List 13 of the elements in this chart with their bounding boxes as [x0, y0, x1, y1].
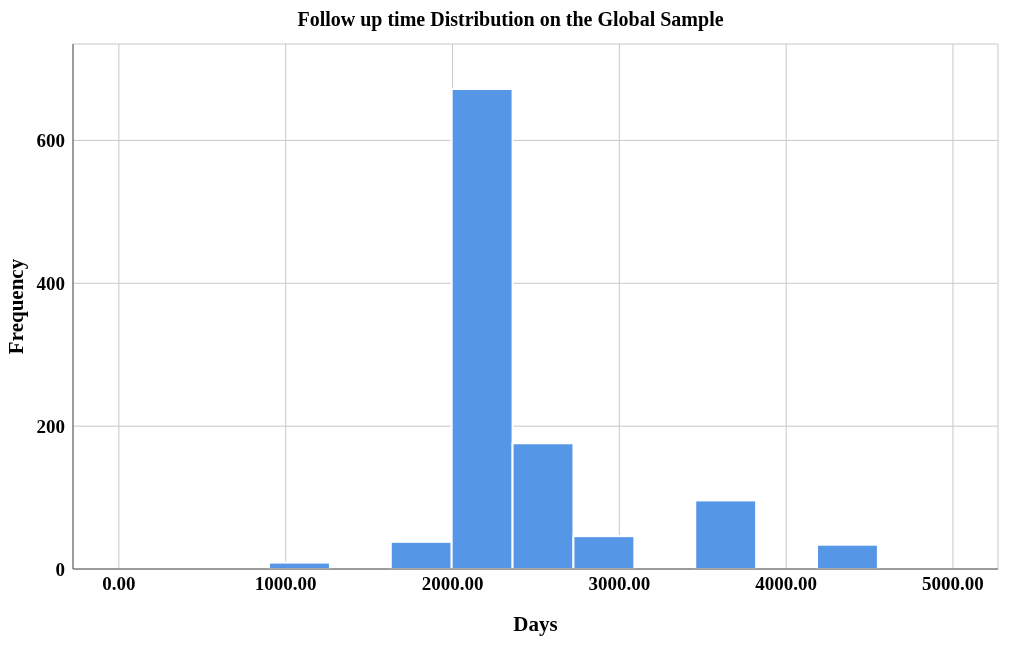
y-tick-label: 200 [36, 415, 65, 437]
x-tick-label: 0.00 [102, 573, 136, 595]
x-tick-label: 3000.00 [588, 573, 651, 595]
x-tick-label: 5000.00 [922, 573, 984, 595]
x-tick-label: 1000.00 [254, 573, 317, 595]
y-axis-title: Frequency [4, 258, 29, 355]
x-axis-title: Days [513, 612, 558, 636]
y-tick-label: 600 [36, 130, 65, 152]
y-tick-label: 400 [36, 273, 65, 295]
y-tick-label: 0 [55, 558, 65, 580]
x-tick-label: 4000.00 [755, 573, 818, 595]
chart-title: Follow up time Distribution on the Global Sample [296, 8, 725, 33]
x-tick-label: 2000.00 [421, 573, 484, 595]
